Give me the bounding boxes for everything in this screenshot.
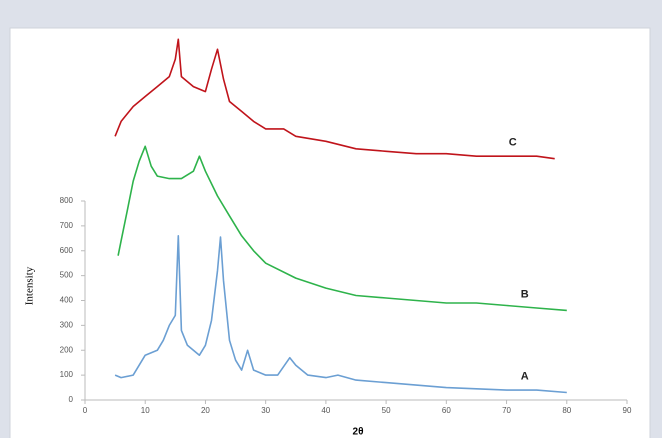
x-tick-label: 30 xyxy=(261,406,270,415)
x-tick-label: 90 xyxy=(623,406,632,415)
y-axis-label: Intensity xyxy=(24,266,36,305)
y-tick-label: 100 xyxy=(60,370,74,379)
series-line xyxy=(117,145,567,312)
x-tick-label: 60 xyxy=(442,406,451,415)
x-tick-label: 20 xyxy=(201,406,210,415)
x-tick-label: 40 xyxy=(321,406,330,415)
y-tick-label: 600 xyxy=(60,246,74,255)
y-tick-label: 300 xyxy=(60,320,74,329)
y-tick-label: 400 xyxy=(60,296,74,305)
y-tick-label: 200 xyxy=(60,345,74,354)
y-tick-label: 0 xyxy=(69,395,74,404)
series-label: A xyxy=(521,370,529,382)
series-line xyxy=(114,38,555,160)
y-tick-label: 700 xyxy=(60,221,74,230)
x-tick-label: 10 xyxy=(141,406,150,415)
panel xyxy=(9,27,651,438)
series-line xyxy=(114,235,567,394)
x-tick-label: 80 xyxy=(562,406,571,415)
y-tick-label: 800 xyxy=(60,196,74,205)
x-tick-label: 0 xyxy=(83,406,88,415)
x-tick-label: 70 xyxy=(502,406,511,415)
x-axis-label: 2θ xyxy=(353,427,364,438)
x-tick-label: 50 xyxy=(382,406,391,415)
y-tick-label: 500 xyxy=(60,271,74,280)
series-label: B xyxy=(521,288,529,300)
series-label: C xyxy=(509,137,517,149)
